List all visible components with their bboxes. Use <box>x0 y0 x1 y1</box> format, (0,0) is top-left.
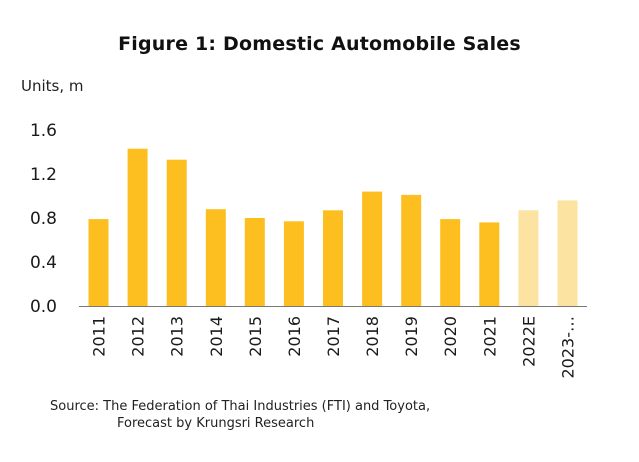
x-tick-label: 2016 <box>285 316 304 357</box>
bar <box>244 218 265 306</box>
bar <box>440 219 461 306</box>
y-tick-label: 1.2 <box>30 165 57 185</box>
source-note: Source: The Federation of Thai Industrie… <box>50 398 430 432</box>
bar <box>127 148 148 306</box>
bar <box>88 219 109 306</box>
y-axis-ticks: 0.0 0.4 0.8 1.2 1.6 <box>30 121 57 317</box>
bar-forecast <box>518 210 539 306</box>
bar <box>323 210 343 306</box>
x-tick-label: 2015 <box>246 316 265 357</box>
x-tick-label: 2011 <box>90 316 109 357</box>
y-axis-unit-label: Units, m <box>21 77 84 95</box>
x-tick-label: 2020 <box>441 316 460 357</box>
bar <box>362 191 383 306</box>
y-tick-label: 0.8 <box>30 209 57 229</box>
y-tick-label: 0.4 <box>30 253 57 273</box>
y-tick-label: 0.0 <box>30 297 57 317</box>
source-line-1: Source: The Federation of Thai Industrie… <box>50 399 431 414</box>
x-tick-label: 2013 <box>168 316 187 357</box>
x-tick-label: 2022E <box>519 316 538 367</box>
x-tick-label: 2012 <box>129 316 148 357</box>
bar <box>166 159 187 306</box>
chart-title: Figure 1: Domestic Automobile Sales <box>118 33 521 55</box>
x-tick-label: 2014 <box>207 316 226 357</box>
x-tick-label: 2021 <box>480 316 499 357</box>
x-tick-label: 2018 <box>363 316 382 357</box>
bar <box>401 194 422 306</box>
x-tick-label: 2017 <box>324 316 343 357</box>
bars <box>88 148 578 306</box>
bar <box>205 209 226 306</box>
x-tick-label: 2019 <box>402 316 421 357</box>
x-axis-ticks: 2011 2012 2013 2014 2015 2016 2017 2018 2019 2020… <box>90 316 578 379</box>
bar <box>283 221 304 306</box>
bar-forecast <box>557 200 578 306</box>
source-line-2: Forecast by Krungsri Research <box>117 416 315 431</box>
y-tick-label: 1.6 <box>30 121 57 141</box>
x-tick-label: 2023-… <box>558 316 577 379</box>
bar <box>479 222 500 306</box>
